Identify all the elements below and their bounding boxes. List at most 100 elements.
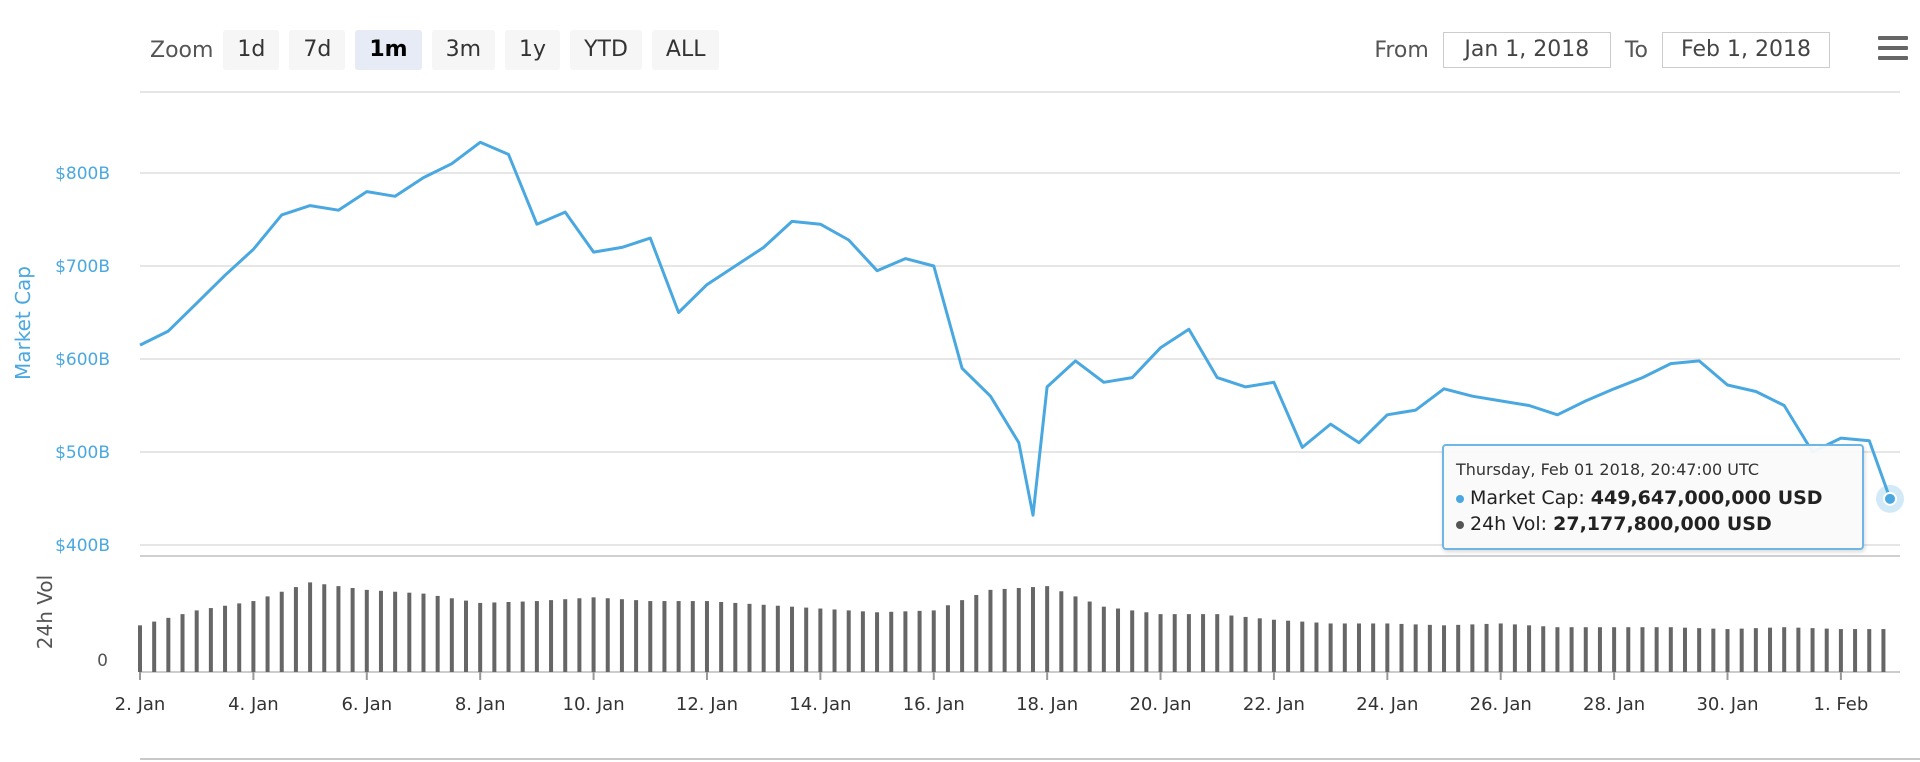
volume-bar-119 bbox=[1824, 628, 1829, 672]
volume-bar-5 bbox=[208, 608, 213, 672]
tooltip-market-cap-label: Market Cap: bbox=[1470, 487, 1585, 509]
volume-bar-2 bbox=[166, 617, 171, 672]
volume-bar-46 bbox=[790, 606, 795, 672]
volume-axis-title: 24h Vol bbox=[33, 575, 57, 649]
volume-bar-57 bbox=[945, 605, 950, 672]
zoom-button-all[interactable]: ALL bbox=[651, 30, 720, 70]
volume-bar-123 bbox=[1881, 629, 1886, 672]
volume-bar-100 bbox=[1555, 627, 1560, 672]
volume-bar-44 bbox=[761, 604, 766, 672]
volume-bar-18 bbox=[393, 591, 398, 672]
x-tick-label-1: 4. Jan bbox=[228, 694, 279, 715]
tooltip-volume-value: 27,177,800,000 USD bbox=[1553, 513, 1772, 535]
volume-bar-92 bbox=[1442, 625, 1447, 672]
volume-bar-93 bbox=[1456, 624, 1461, 672]
zoom-button-1m[interactable]: 1m bbox=[355, 30, 422, 70]
volume-bar-28 bbox=[534, 601, 539, 672]
volume-bar-1 bbox=[152, 621, 157, 672]
hamburger-menu-icon[interactable] bbox=[1878, 36, 1908, 62]
volume-bar-41 bbox=[719, 602, 724, 672]
x-tick-label-2: 6. Jan bbox=[341, 694, 392, 715]
volume-bar-12 bbox=[308, 582, 313, 672]
volume-bar-84 bbox=[1328, 623, 1333, 672]
volume-bar-54 bbox=[903, 611, 908, 672]
tooltip-volume-label: 24h Vol: bbox=[1470, 513, 1548, 535]
volume-bar-111 bbox=[1711, 628, 1716, 672]
date-range-selector: From To bbox=[1360, 30, 1830, 70]
gridlines bbox=[140, 91, 1900, 673]
volume-bar-49 bbox=[832, 609, 837, 672]
y-tick-label-600: $600B bbox=[55, 350, 110, 370]
volume-bar-7 bbox=[237, 603, 242, 672]
x-tick-label-8: 18. Jan bbox=[1016, 694, 1078, 715]
volume-bar-16 bbox=[364, 589, 369, 672]
volume-bar-67 bbox=[1087, 601, 1092, 672]
volume-bar-107 bbox=[1654, 627, 1659, 672]
from-label: From bbox=[1374, 37, 1429, 63]
volume-bar-115 bbox=[1768, 627, 1773, 672]
volume-bar-14 bbox=[336, 586, 341, 672]
volume-bar-13 bbox=[322, 584, 327, 672]
volume-bar-43 bbox=[747, 603, 752, 672]
volume-bar-20 bbox=[421, 593, 426, 672]
x-tick-label-13: 28. Jan bbox=[1583, 694, 1645, 715]
y-axis-ticks: $400B $500B $600B $700B $800B 0 bbox=[55, 164, 110, 671]
volume-bar-94 bbox=[1470, 624, 1475, 672]
volume-bar-60 bbox=[988, 589, 993, 672]
volume-bar-114 bbox=[1753, 628, 1758, 672]
volume-bar-80 bbox=[1271, 619, 1276, 672]
volume-bar-95 bbox=[1484, 623, 1489, 672]
y-tick-label-800: $800B bbox=[55, 164, 110, 184]
volume-bar-74 bbox=[1186, 614, 1191, 672]
volume-bar-59 bbox=[974, 595, 979, 672]
volume-bar-120 bbox=[1838, 629, 1843, 672]
to-date-input[interactable] bbox=[1662, 32, 1830, 68]
volume-bar-77 bbox=[1229, 615, 1234, 672]
x-tick-label-3: 8. Jan bbox=[455, 694, 506, 715]
y-tick-label-400: $400B bbox=[55, 536, 110, 556]
volume-bar-23 bbox=[464, 600, 469, 672]
volume-bar-97 bbox=[1512, 624, 1517, 672]
volume-bar-64 bbox=[1045, 586, 1050, 672]
volume-bar-0 bbox=[138, 625, 142, 672]
volume-bar-34 bbox=[619, 599, 624, 672]
volume-bar-11 bbox=[293, 587, 298, 672]
volume-bar-6 bbox=[223, 605, 228, 672]
tooltip-market-cap-row: Market Cap: 449,647,000,000 USD bbox=[1456, 485, 1862, 511]
x-tick-label-7: 16. Jan bbox=[903, 694, 965, 715]
volume-bar-26 bbox=[506, 602, 511, 672]
from-date-input[interactable] bbox=[1442, 32, 1611, 68]
market-cap-line bbox=[139, 140, 1892, 517]
volume-bar-85 bbox=[1342, 623, 1347, 672]
zoom-button-ytd[interactable]: YTD bbox=[570, 30, 642, 70]
zoom-bar: Zoom 1d 7d 1m 3m 1y YTD ALL bbox=[150, 30, 729, 70]
volume-bar-15 bbox=[350, 588, 355, 672]
y-tick-label-700: $700B bbox=[55, 257, 110, 277]
volume-bar-35 bbox=[634, 600, 639, 672]
volume-dot-icon bbox=[1456, 520, 1464, 529]
volume-bar-9 bbox=[265, 596, 270, 672]
zoom-button-3m[interactable]: 3m bbox=[431, 30, 496, 70]
volume-bar-109 bbox=[1682, 627, 1687, 672]
volume-bar-40 bbox=[704, 601, 709, 672]
volume-bar-71 bbox=[1144, 612, 1149, 672]
zoom-button-7d[interactable]: 7d bbox=[289, 30, 346, 70]
market-cap-axis-title: Market Cap bbox=[11, 266, 35, 380]
zoom-button-1d[interactable]: 1d bbox=[223, 30, 280, 70]
volume-bar-79 bbox=[1257, 618, 1262, 672]
volume-bar-99 bbox=[1541, 626, 1546, 672]
x-tick-label-12: 26. Jan bbox=[1470, 694, 1532, 715]
volume-bar-63 bbox=[1030, 587, 1035, 672]
zoom-button-1y[interactable]: 1y bbox=[505, 30, 561, 70]
volume-bar-42 bbox=[733, 602, 738, 672]
volume-bar-48 bbox=[818, 608, 823, 672]
volume-bar-3 bbox=[180, 614, 185, 672]
volume-bar-101 bbox=[1569, 627, 1574, 672]
hover-point bbox=[1883, 491, 1897, 506]
volume-y-tick-label-0: 0 bbox=[97, 651, 108, 671]
volume-bar-62 bbox=[1016, 588, 1021, 672]
volume-bar-89 bbox=[1399, 623, 1404, 672]
volume-bar-58 bbox=[960, 600, 965, 672]
volume-bar-96 bbox=[1498, 623, 1503, 672]
